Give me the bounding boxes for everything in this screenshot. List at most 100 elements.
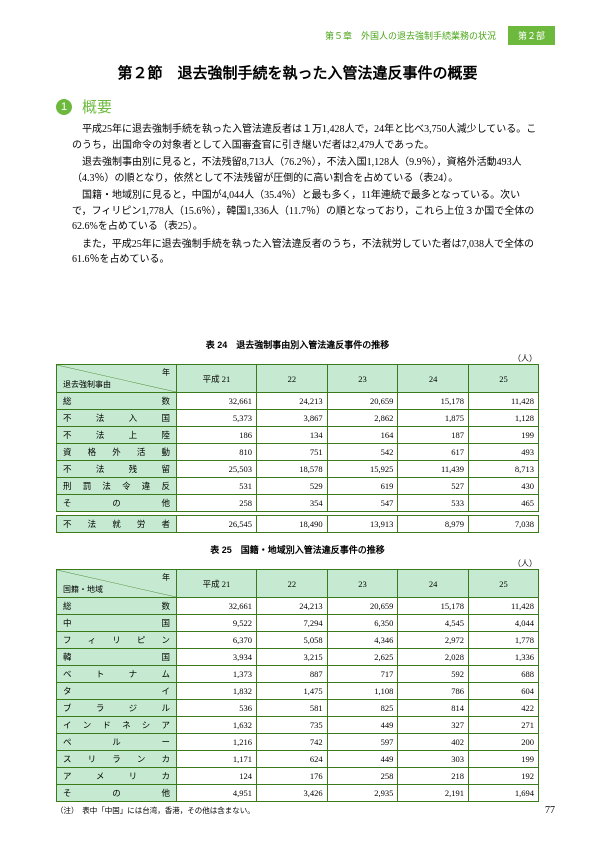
table-cell: 15,178 (398, 598, 469, 615)
table-cell: 2,625 (327, 649, 398, 666)
table-cell: 624 (256, 751, 327, 768)
table-cell: 26,545 (177, 516, 257, 533)
row-label: ベ ト ナ ム (57, 666, 177, 683)
table-cell: 4,545 (398, 615, 469, 632)
table-cell: 1,171 (177, 751, 257, 768)
table-cell: 8,713 (469, 461, 539, 478)
table-cell: 825 (327, 700, 398, 717)
table-cell: 24,213 (256, 598, 327, 615)
table-cell: 735 (256, 717, 327, 734)
table-cell: 18,490 (256, 516, 327, 533)
body-text: 平成25年に退去強制手続を執った入管法違反者は１万1,428人で，24年と比べ3… (72, 122, 539, 270)
table-cell: 4,951 (177, 785, 257, 802)
row-label: 総 数 (57, 598, 177, 615)
table-cell: 258 (327, 768, 398, 785)
table-cell: 592 (398, 666, 469, 683)
year-header: 23 (327, 570, 398, 598)
table25-unit: （人） (56, 558, 539, 569)
row-label: 総 数 (57, 393, 177, 410)
table-cell: 1,108 (327, 683, 398, 700)
table-cell: 5,373 (177, 410, 257, 427)
table-cell: 465 (469, 495, 539, 512)
row-label: フ ィ リ ピ ン (57, 632, 177, 649)
table-cell: 3,867 (256, 410, 327, 427)
table-cell: 9,522 (177, 615, 257, 632)
table-cell: 15,178 (398, 393, 469, 410)
table-cell: 1,128 (469, 410, 539, 427)
table-cell: 1,373 (177, 666, 257, 683)
table-cell: 1,475 (256, 683, 327, 700)
table-cell: 4,044 (469, 615, 539, 632)
year-header: 平成 21 (177, 365, 257, 393)
table-cell: 2,935 (327, 785, 398, 802)
table-cell: 3,215 (256, 649, 327, 666)
table-cell: 3,934 (177, 649, 257, 666)
row-label: ス リ ラ ン カ (57, 751, 177, 768)
row-label: そ の 他 (57, 495, 177, 512)
row-label: 不 法 残 留 (57, 461, 177, 478)
table-cell: 4,346 (327, 632, 398, 649)
table-cell: 15,925 (327, 461, 398, 478)
table-cell: 430 (469, 478, 539, 495)
row-label: 中 国 (57, 615, 177, 632)
table-cell: 6,350 (327, 615, 398, 632)
table-cell: 529 (256, 478, 327, 495)
paragraph: 退去強制事由別に見ると，不法残留8,713人（76.2％），不法入国1,128人… (72, 155, 539, 186)
table-cell: 1,778 (469, 632, 539, 649)
table-cell: 11,428 (469, 598, 539, 615)
table-cell: 527 (398, 478, 469, 495)
table-cell: 1,832 (177, 683, 257, 700)
year-header: 22 (256, 365, 327, 393)
table-cell: 402 (398, 734, 469, 751)
table-cell: 24,213 (256, 393, 327, 410)
table25: 年国籍・地域平成 2122232425総 数32,66124,21320,659… (56, 569, 539, 802)
table25-caption: 表 25 国籍・地域別入管法違反事件の推移 (56, 543, 539, 556)
table-cell: 2,972 (398, 632, 469, 649)
table-cell: 1,216 (177, 734, 257, 751)
table-cell: 1,632 (177, 717, 257, 734)
year-header: 24 (398, 365, 469, 393)
table-cell: 717 (327, 666, 398, 683)
table-cell: 493 (469, 444, 539, 461)
row-label: イ ン ド ネ シ ア (57, 717, 177, 734)
table-cell: 533 (398, 495, 469, 512)
table-cell: 1,336 (469, 649, 539, 666)
year-header: 25 (469, 365, 539, 393)
table24: 年退去強制事由平成 2122232425総 数32,66124,21320,65… (56, 364, 539, 533)
paragraph: また，平成25年に退去強制手続を執った入管法違反者のうち，不法就労していた者は7… (72, 237, 539, 268)
table-cell: 449 (327, 717, 398, 734)
paragraph: 国籍・地域別に見ると，中国が4,044人（35.4％）と最も多く，11年連続で最… (72, 188, 539, 235)
table-cell: 218 (398, 768, 469, 785)
table-cell: 2,862 (327, 410, 398, 427)
table-cell: 354 (256, 495, 327, 512)
table-cell: 20,659 (327, 393, 398, 410)
table24-unit: （人） (56, 353, 539, 364)
row-label: ア メ リ カ (57, 768, 177, 785)
table-cell: 7,038 (469, 516, 539, 533)
table-cell: 5,058 (256, 632, 327, 649)
table-cell: 604 (469, 683, 539, 700)
row-label: 資 格 外 活 動 (57, 444, 177, 461)
table-cell: 2,028 (398, 649, 469, 666)
row-label: そ の 他 (57, 785, 177, 802)
table-cell: 199 (469, 751, 539, 768)
table-cell: 187 (398, 427, 469, 444)
table-cell: 6,370 (177, 632, 257, 649)
table-cell: 7,294 (256, 615, 327, 632)
table-cell: 176 (256, 768, 327, 785)
table-cell: 327 (398, 717, 469, 734)
table-cell: 18,578 (256, 461, 327, 478)
table-cell: 1,694 (469, 785, 539, 802)
overview-label: 概要 (82, 96, 112, 117)
table-cell: 11,428 (469, 393, 539, 410)
table-cell: 32,661 (177, 598, 257, 615)
table-cell: 581 (256, 700, 327, 717)
row-label: 韓 国 (57, 649, 177, 666)
table-cell: 258 (177, 495, 257, 512)
table-cell: 11,439 (398, 461, 469, 478)
paragraph: 平成25年に退去強制手続を執った入管法違反者は１万1,428人で，24年と比べ3… (72, 122, 539, 153)
table-cell: 1,875 (398, 410, 469, 427)
row-label: ブ ラ ジ ル (57, 700, 177, 717)
section-title: 第２節 退去強制手続を執った入管法違反事件の概要 (60, 62, 535, 83)
year-header: 25 (469, 570, 539, 598)
